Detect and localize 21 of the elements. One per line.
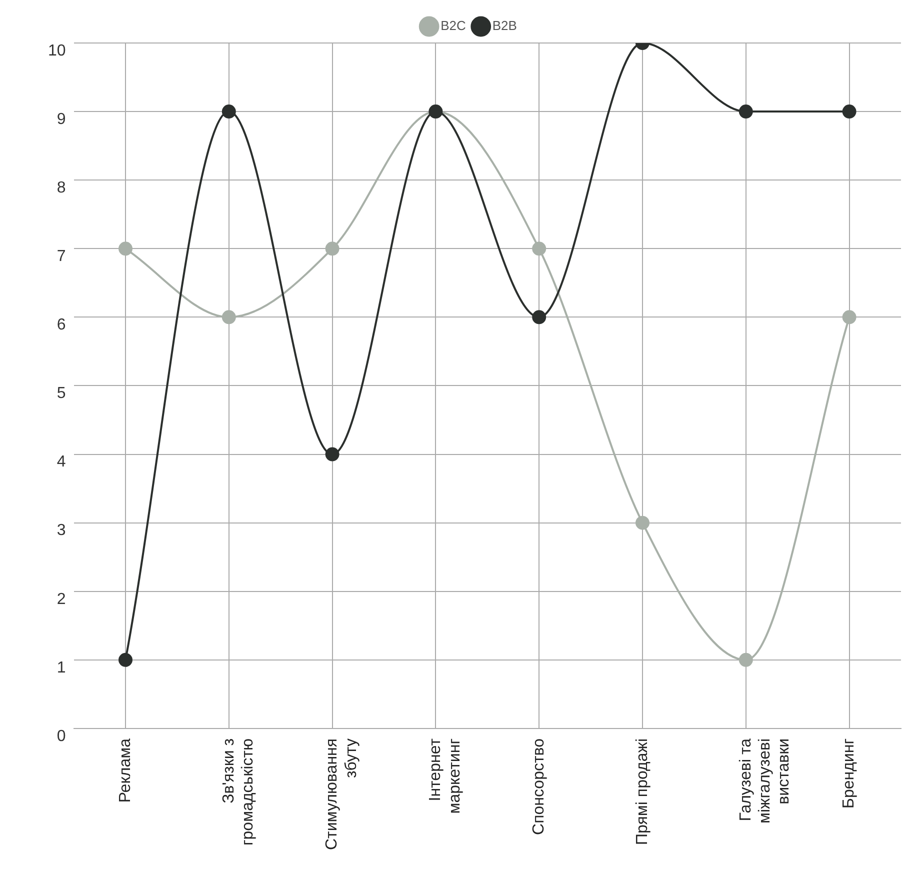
y-tick-label: 2 [56, 590, 66, 608]
y-tick-label: 7 [56, 248, 66, 266]
y-tick-label: 8 [56, 180, 66, 196]
x-tick-label: Зв'язки з громадськістю [220, 738, 257, 846]
y-tick-label: 10 [48, 42, 66, 60]
x-tick-label: Галузеві та міжгалузеві виставки [737, 738, 793, 824]
y-tick-label: 6 [56, 316, 66, 334]
y-tick-label: 3 [56, 522, 66, 540]
x-tick-label: Прямі продажі [634, 738, 651, 845]
x-tick-label: Брендинг [840, 738, 858, 809]
y-tick-label: 9 [56, 110, 66, 128]
y-tick-label: 4 [56, 454, 66, 471]
x-tick-label: Спонсорство [530, 738, 548, 835]
y-tick-label: 5 [56, 385, 66, 402]
legend-label: B2B [492, 18, 517, 34]
y-tick-label: 0 [56, 728, 66, 745]
x-tick-label: Інтернет маркетинг [427, 738, 464, 814]
x-tick-label: Стимулювання збуту [324, 738, 360, 850]
legend-label: B2C [440, 18, 466, 34]
y-tick-label: 1 [56, 659, 66, 676]
x-tick-label: Реклама [116, 738, 134, 803]
